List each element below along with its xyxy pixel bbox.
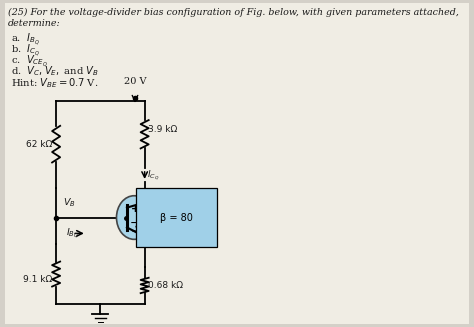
Text: 3.9 kΩ: 3.9 kΩ <box>148 125 177 134</box>
Text: b.  $I_{C_Q}$: b. $I_{C_Q}$ <box>11 42 40 58</box>
Text: a.  $I_{B_Q}$: a. $I_{B_Q}$ <box>11 31 40 47</box>
Text: $I_{C_Q}$: $I_{C_Q}$ <box>147 169 159 183</box>
Text: −: − <box>130 216 140 230</box>
Text: Hint: $V_{BE} = 0.7$ V.: Hint: $V_{BE} = 0.7$ V. <box>11 76 99 90</box>
Text: $V_E$: $V_E$ <box>169 229 181 242</box>
Text: +: + <box>131 204 139 214</box>
Text: $V_B$: $V_B$ <box>63 197 75 209</box>
Text: $V_C$: $V_C$ <box>169 198 182 210</box>
Text: 62 kΩ: 62 kΩ <box>26 140 52 149</box>
Text: 9.1 kΩ: 9.1 kΩ <box>23 274 52 284</box>
Text: β = 80: β = 80 <box>160 213 193 223</box>
Text: (25) For the voltage-divider bias configuration of Fig. below, with given parame: (25) For the voltage-divider bias config… <box>8 8 459 17</box>
Text: $V_{CE_Q}$: $V_{CE_Q}$ <box>142 210 162 224</box>
Text: determine:: determine: <box>8 19 61 28</box>
Text: $I_{B_Q}$: $I_{B_Q}$ <box>66 227 79 241</box>
Circle shape <box>117 196 152 239</box>
Text: d.  $V_C, V_E,$ and $V_B$: d. $V_C, V_E,$ and $V_B$ <box>11 64 99 77</box>
Text: 20 V: 20 V <box>124 77 146 86</box>
Text: 0.68 kΩ: 0.68 kΩ <box>148 281 183 290</box>
Text: c.  $V_{CE_Q}$: c. $V_{CE_Q}$ <box>11 53 48 69</box>
